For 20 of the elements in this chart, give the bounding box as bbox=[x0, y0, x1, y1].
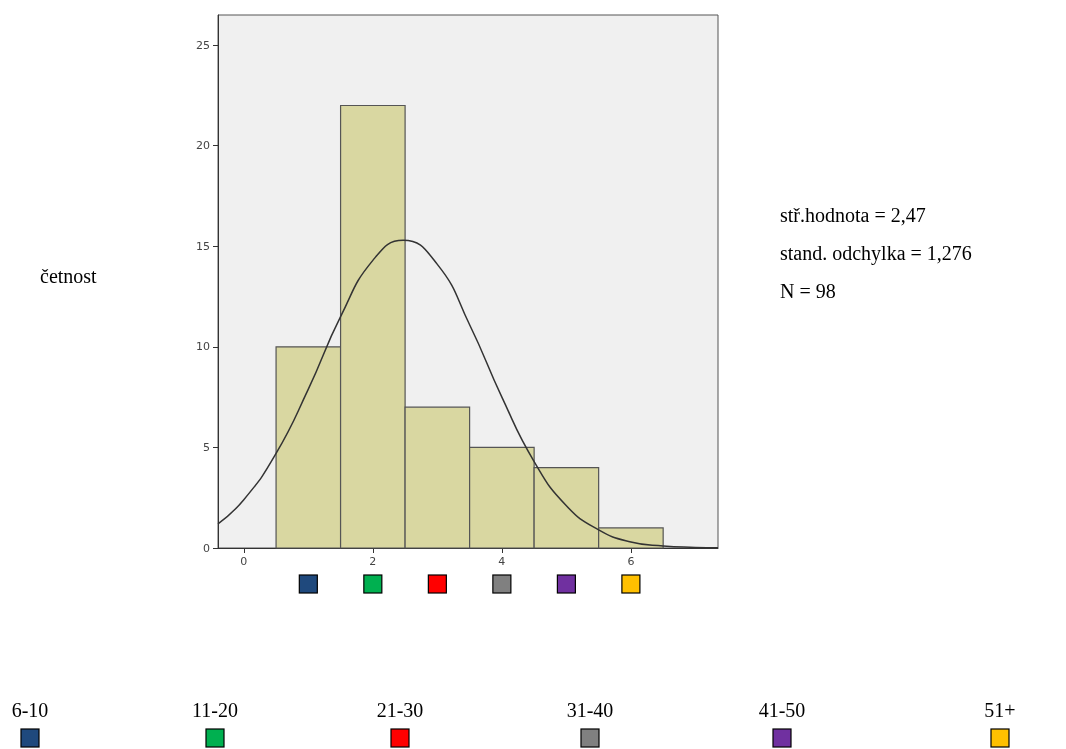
text: 31-40 bbox=[566, 699, 614, 721]
y-tick-label: 20 bbox=[196, 139, 210, 153]
text: 41-50 bbox=[758, 699, 806, 721]
y-tick-label: 15 bbox=[196, 239, 210, 253]
x-tick-label: 4 bbox=[498, 555, 506, 568]
y-tick-label: 25 bbox=[196, 38, 210, 52]
x-tick-label: 6 bbox=[627, 555, 635, 568]
x-tick-label: 0 bbox=[240, 555, 248, 568]
x-tick-label: 2 bbox=[369, 555, 377, 568]
text: stand. odchylka = 1,276 bbox=[780, 242, 972, 265]
text: N = 98 bbox=[780, 280, 836, 302]
text: 6-10 bbox=[11, 699, 49, 721]
text: 21-30 bbox=[376, 699, 424, 721]
y-tick-label: 5 bbox=[203, 440, 210, 454]
text: 11-20 bbox=[192, 699, 238, 721]
text: stř.hodnota = 2,47 bbox=[780, 204, 926, 226]
y-tick-label: 10 bbox=[196, 340, 210, 354]
text: 51+ bbox=[984, 699, 1016, 721]
y-tick-label: 0 bbox=[203, 541, 210, 555]
y-axis-title: četnost bbox=[40, 265, 98, 287]
